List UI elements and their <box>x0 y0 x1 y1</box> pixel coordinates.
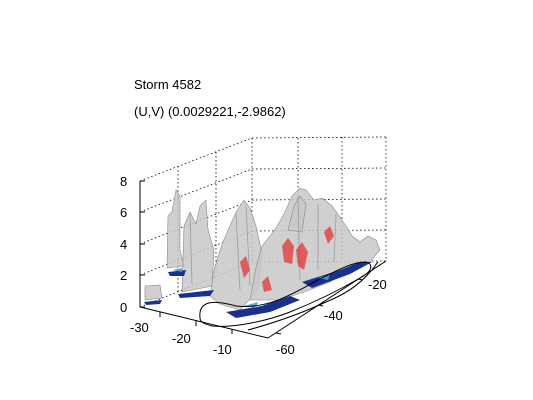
z-tick-label: 4 <box>120 237 127 252</box>
z-tick-label: 2 <box>120 268 127 283</box>
shade-line <box>235 213 241 291</box>
surface-patch <box>144 284 163 301</box>
grid-line <box>251 136 387 139</box>
shade-line <box>333 213 337 263</box>
surface <box>144 187 381 311</box>
high-region <box>240 256 250 278</box>
shade-line <box>189 213 193 285</box>
y-tick-label: -40 <box>324 308 343 323</box>
x-tick-label: -20 <box>172 331 191 346</box>
base-patch <box>226 296 300 318</box>
high-region <box>296 242 308 270</box>
y-tick-mark <box>317 304 324 307</box>
high-region <box>282 238 294 264</box>
y-tick-label: -20 <box>368 277 387 292</box>
base-patch <box>144 300 162 305</box>
tick-marks <box>140 180 364 335</box>
base-accent-patch <box>172 268 182 272</box>
contour-line <box>247 261 379 331</box>
y-tick-labels: -20 -40 -60 <box>276 277 387 357</box>
base-patch <box>178 290 214 298</box>
high-intensity-regions <box>240 226 334 292</box>
base-patch <box>302 262 372 288</box>
high-region <box>262 276 272 292</box>
grid-line <box>139 168 253 213</box>
chart-title: Storm 4582 <box>134 77 201 92</box>
x-tick-label: -10 <box>213 342 232 357</box>
high-region <box>324 226 334 244</box>
surface-patch <box>166 189 185 269</box>
y-tick-mark <box>275 332 282 335</box>
y-axis-line <box>267 260 387 339</box>
chart-subtitle: (U,V) (0.0029221,-2.9862) <box>134 104 286 119</box>
base-footprint <box>144 262 372 318</box>
surface-shading <box>189 195 337 291</box>
x-axis-line <box>139 306 269 339</box>
x-tick-labels: -30 -20 -10 <box>130 320 232 357</box>
z-tick-label: 6 <box>120 205 127 220</box>
y-tick-mark <box>357 278 364 281</box>
x-tick-label: -30 <box>130 320 149 335</box>
z-tick-label: 8 <box>120 174 127 189</box>
z-tick-labels: 0 2 4 6 8 <box>120 174 127 315</box>
surface-patch <box>181 199 215 293</box>
surface-patch <box>287 195 307 233</box>
y-tick-label: -60 <box>276 342 295 357</box>
grid-line <box>251 167 387 170</box>
z-tick-label: 0 <box>120 300 127 315</box>
grid-line <box>139 199 253 245</box>
grid-line <box>139 137 253 182</box>
shade-line <box>245 205 251 287</box>
